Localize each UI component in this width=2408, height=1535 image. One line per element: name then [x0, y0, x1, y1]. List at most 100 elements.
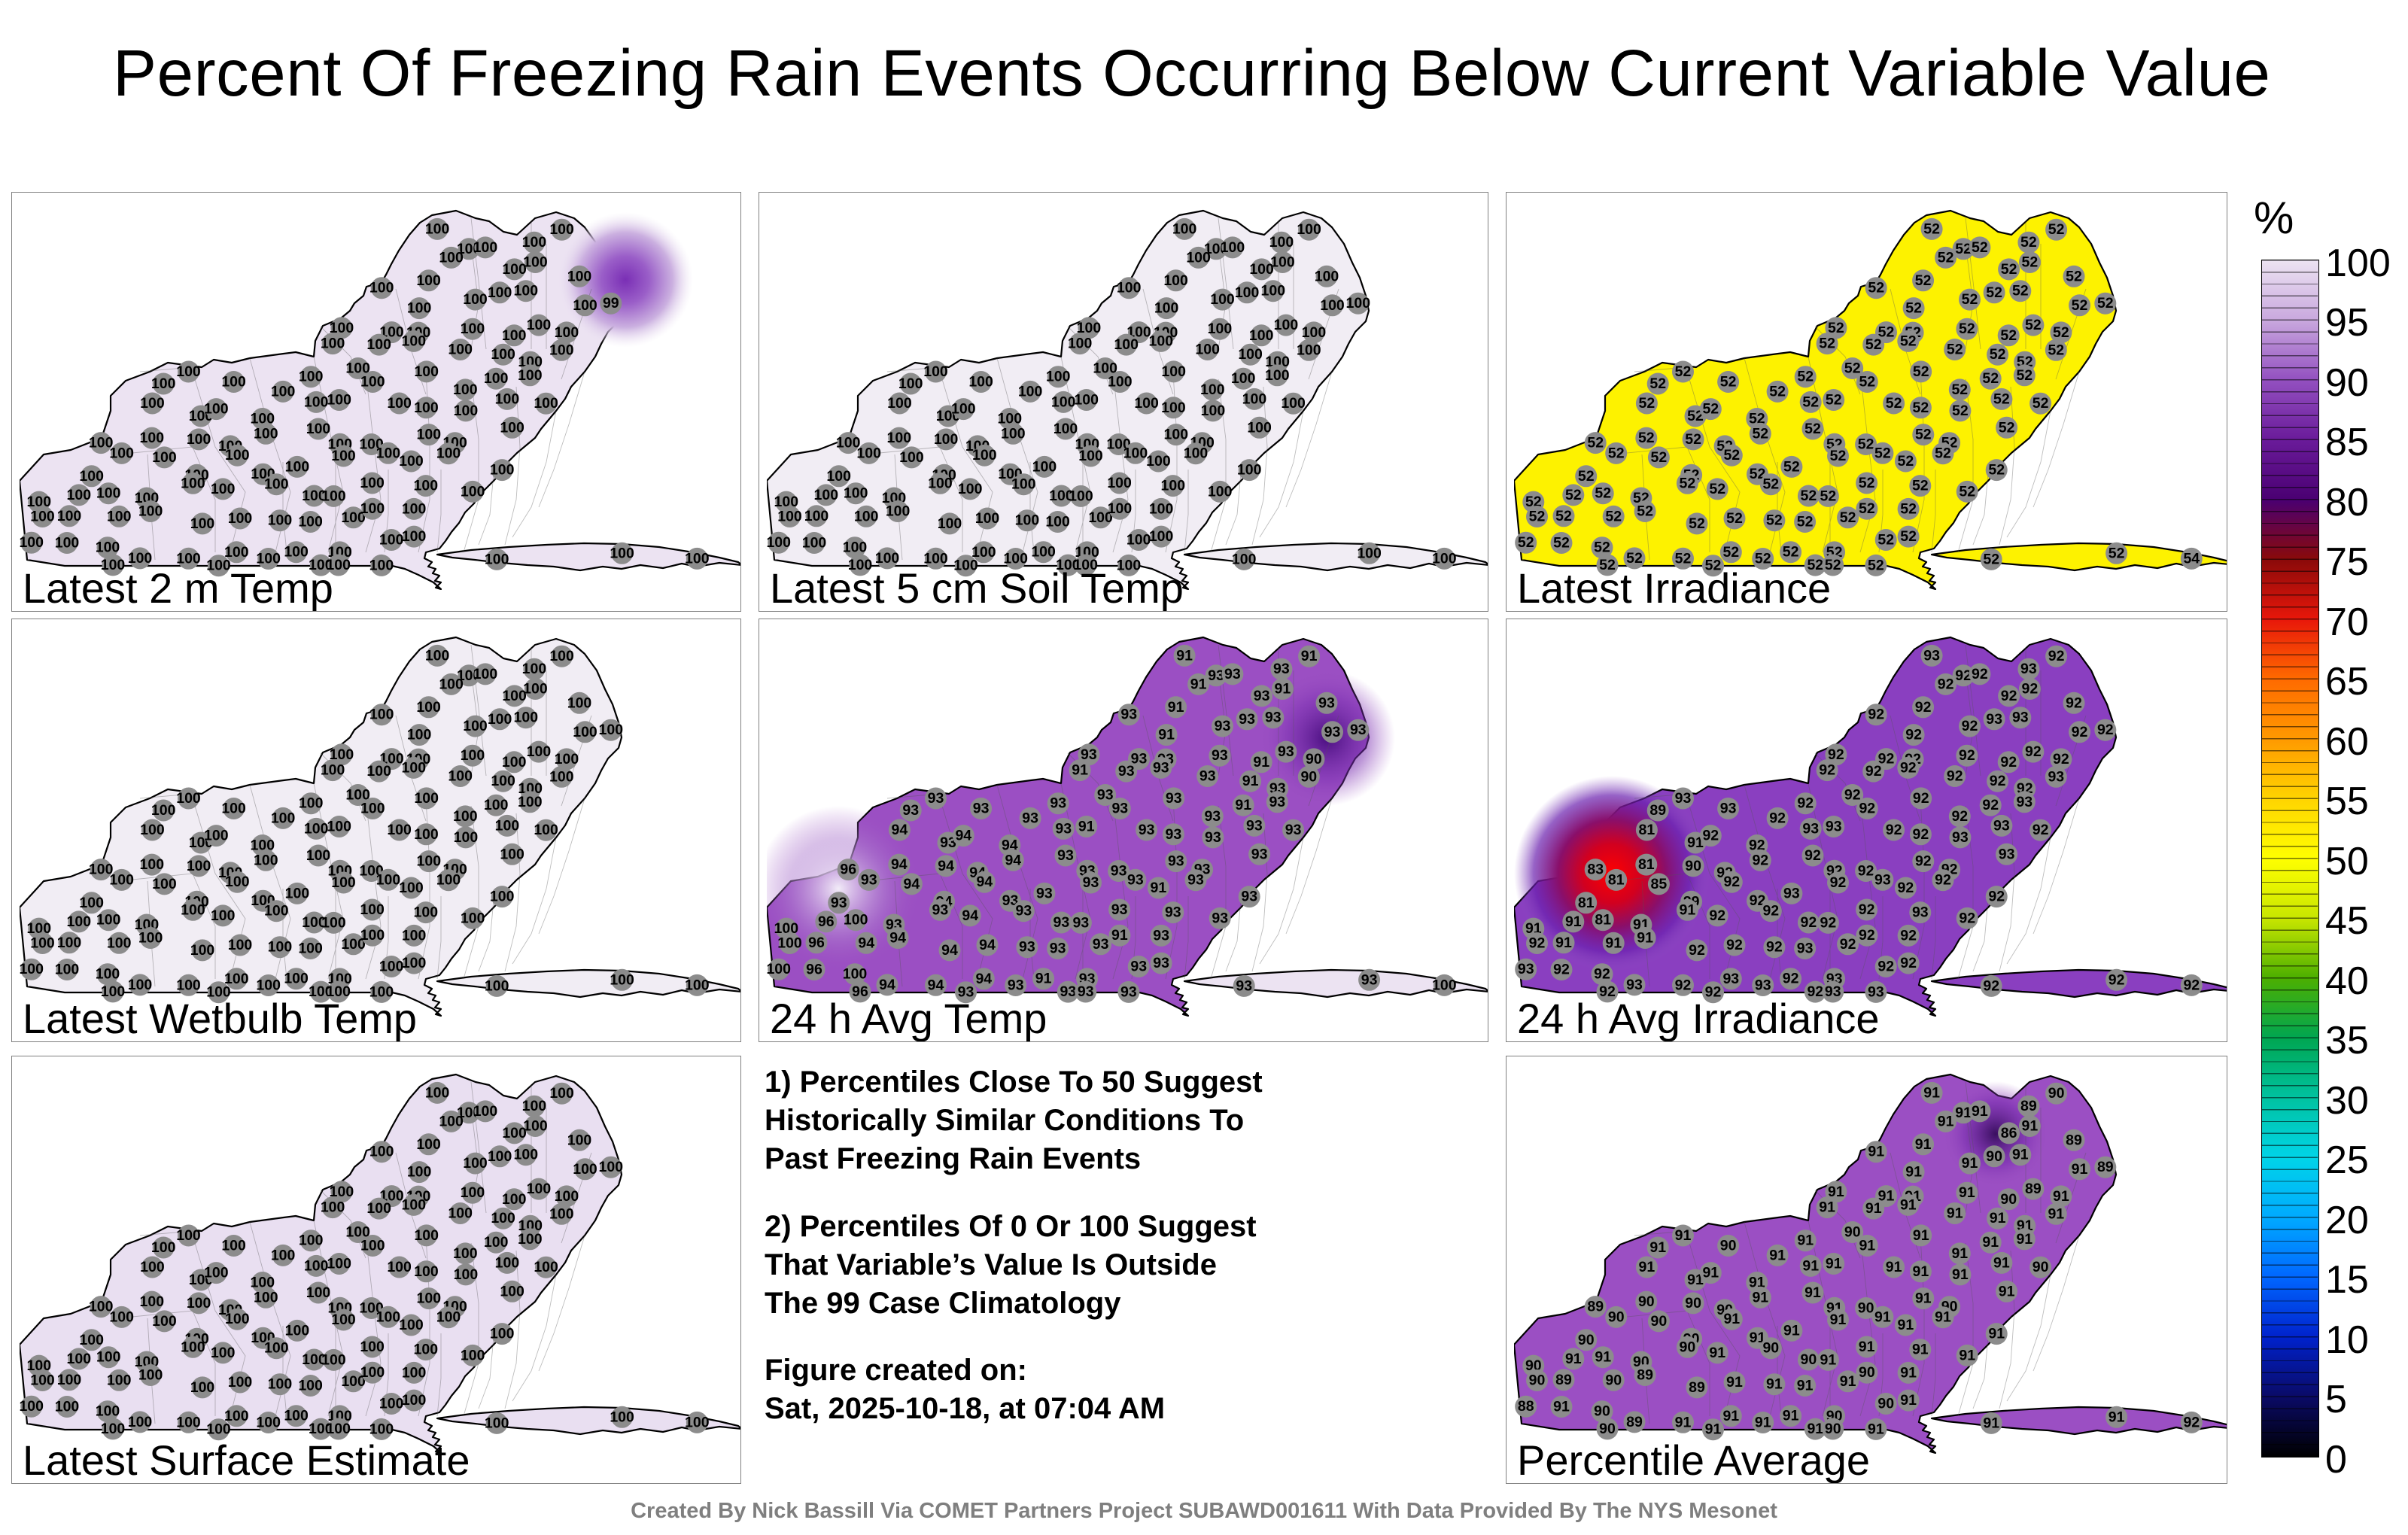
svg-text:92: 92	[2025, 743, 2042, 760]
svg-text:100: 100	[264, 903, 289, 919]
svg-text:52: 52	[1959, 483, 1975, 500]
svg-text:100: 100	[1320, 297, 1345, 314]
svg-text:100: 100	[1269, 234, 1294, 251]
svg-text:92: 92	[1915, 853, 1932, 870]
svg-text:100: 100	[1032, 458, 1057, 475]
svg-text:100: 100	[975, 510, 1000, 527]
svg-text:92: 92	[1886, 822, 1902, 838]
svg-text:52: 52	[1605, 508, 1622, 524]
svg-text:52: 52	[1518, 534, 1534, 551]
svg-text:90: 90	[1599, 1421, 1616, 1437]
svg-text:100: 100	[490, 889, 515, 905]
svg-text:100: 100	[461, 910, 485, 926]
svg-text:92: 92	[2097, 722, 2114, 738]
svg-text:52: 52	[1639, 395, 1655, 412]
svg-text:100: 100	[369, 707, 394, 723]
svg-text:100: 100	[1069, 488, 1093, 504]
svg-text:52: 52	[2012, 283, 2029, 299]
svg-text:100: 100	[414, 826, 439, 843]
svg-text:100: 100	[1031, 544, 1056, 561]
svg-text:91: 91	[1242, 773, 1259, 789]
svg-text:100: 100	[206, 1421, 231, 1438]
svg-text:91: 91	[1072, 762, 1088, 779]
svg-text:100: 100	[402, 1364, 427, 1381]
svg-text:100: 100	[55, 1399, 80, 1415]
svg-text:91: 91	[1840, 1373, 1856, 1390]
svg-text:100: 100	[402, 1392, 427, 1409]
svg-text:91: 91	[1807, 1421, 1823, 1437]
svg-text:92: 92	[1900, 927, 1917, 944]
svg-text:100: 100	[555, 1188, 579, 1205]
svg-text:100: 100	[151, 375, 176, 392]
svg-text:100: 100	[360, 500, 385, 517]
svg-text:52: 52	[1762, 476, 1779, 493]
svg-text:92: 92	[1935, 872, 1951, 889]
svg-text:100: 100	[1432, 550, 1457, 567]
svg-text:100: 100	[527, 1181, 552, 1197]
svg-text:93: 93	[1999, 846, 2015, 862]
svg-text:92: 92	[2048, 648, 2065, 664]
svg-text:94: 94	[879, 977, 895, 993]
svg-text:100: 100	[514, 1147, 539, 1163]
svg-text:89: 89	[1626, 1414, 1643, 1430]
svg-text:100: 100	[549, 768, 574, 785]
svg-text:100: 100	[439, 249, 464, 266]
svg-text:91: 91	[1999, 1283, 2015, 1299]
svg-text:100: 100	[228, 510, 253, 527]
svg-text:100: 100	[461, 747, 485, 764]
svg-text:100: 100	[802, 535, 827, 552]
svg-text:100: 100	[187, 858, 211, 874]
svg-text:91: 91	[1722, 1408, 1739, 1424]
svg-text:93: 93	[1269, 794, 1285, 810]
svg-text:93: 93	[1324, 724, 1341, 740]
svg-text:93: 93	[1285, 822, 1302, 838]
svg-text:100: 100	[1045, 514, 1070, 530]
svg-text:100: 100	[268, 512, 293, 529]
svg-text:100: 100	[376, 445, 401, 461]
svg-text:81: 81	[1639, 822, 1655, 838]
svg-text:100: 100	[1146, 453, 1171, 470]
svg-text:91: 91	[1859, 1339, 1875, 1355]
svg-text:91: 91	[1982, 1234, 1999, 1251]
svg-text:100: 100	[1270, 254, 1295, 271]
svg-text:91: 91	[1935, 1309, 1951, 1326]
svg-text:81: 81	[1608, 871, 1625, 888]
svg-text:92: 92	[2109, 971, 2125, 988]
svg-text:93: 93	[1165, 904, 1181, 921]
svg-text:91: 91	[1990, 1210, 2006, 1226]
svg-text:100: 100	[414, 363, 439, 380]
svg-text:100: 100	[491, 1210, 515, 1226]
svg-text:93: 93	[1254, 688, 1270, 704]
svg-text:92: 92	[1947, 768, 1963, 785]
svg-text:91: 91	[1553, 1399, 1570, 1415]
svg-text:100: 100	[128, 1414, 153, 1430]
svg-text:52: 52	[1555, 508, 1572, 524]
svg-text:52: 52	[1886, 395, 1902, 412]
svg-text:52: 52	[1912, 478, 1929, 494]
svg-text:91: 91	[1605, 935, 1622, 951]
svg-text:52: 52	[1935, 445, 1951, 462]
svg-text:52: 52	[2025, 317, 2042, 333]
svg-text:91: 91	[1565, 913, 1582, 930]
svg-text:93: 93	[973, 801, 990, 817]
svg-text:100: 100	[284, 971, 309, 987]
svg-text:92: 92	[1959, 747, 1975, 764]
svg-text:93: 93	[1241, 889, 1257, 905]
svg-text:100: 100	[928, 475, 953, 491]
svg-text:100: 100	[1161, 478, 1186, 494]
svg-text:93: 93	[1755, 977, 1771, 994]
svg-text:100: 100	[331, 1312, 356, 1328]
svg-text:100: 100	[685, 550, 710, 567]
svg-text:100: 100	[204, 401, 229, 418]
svg-text:100: 100	[176, 1414, 201, 1430]
svg-text:91: 91	[1898, 1317, 1914, 1333]
svg-text:91: 91	[1755, 1415, 1771, 1431]
svg-text:100: 100	[549, 648, 574, 664]
svg-text:100: 100	[176, 363, 201, 380]
svg-text:52: 52	[2000, 327, 2017, 344]
svg-text:100: 100	[461, 1184, 485, 1201]
svg-text:100: 100	[518, 367, 543, 384]
svg-text:52: 52	[1608, 445, 1625, 461]
svg-text:52: 52	[1819, 336, 1835, 352]
svg-text:100: 100	[416, 699, 441, 716]
